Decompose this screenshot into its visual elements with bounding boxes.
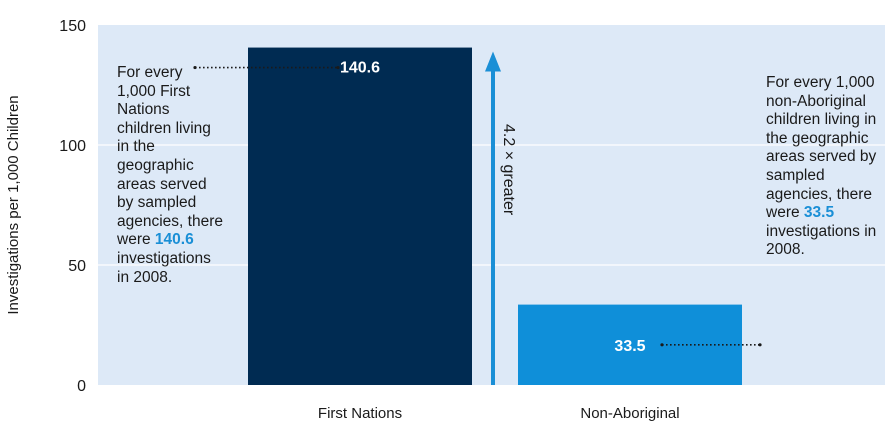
y-axis-label: Investigations per 1,000 Children [5,95,22,314]
bar-first-nations [248,47,472,386]
x-tick-labels: First Nations Non-Aboriginal [318,405,680,422]
left-annotation-text-after: investigations in 2008. [117,249,211,286]
y-tick-label-50: 50 [68,258,86,275]
right-annotation-highlight: 33.5 [803,204,835,222]
ratio-arrow-head [485,51,501,72]
leader-dot-non-aboriginal-end [758,343,762,347]
leader-dot-first-nations [193,65,197,70]
leader-dot-first-nations-end [336,65,340,70]
data-label-first-nations: 140.6 [340,60,380,77]
left-annotation: For every 1,000 First Nations children l… [117,64,225,287]
bar-non-aboriginal [518,304,742,385]
y-tick-labels: 0 50 100 150 [59,18,86,395]
leader-lines [193,65,762,347]
leader-dot-non-aboriginal [660,343,664,347]
right-annotation-text-before: For every 1,000 non-Aboriginal children … [766,74,877,222]
right-annotation: For every 1,000 non-Aboriginal children … [766,74,884,260]
left-annotation-highlight: 140.6 [154,231,194,249]
ratio-arrow [485,51,501,385]
x-tick-label-first-nations: First Nations [318,405,402,422]
right-annotation-text-after: investigations in 2008. [766,222,877,259]
ratio-label: 4.2 × greater [500,124,517,216]
y-tick-label-100: 100 [59,138,86,155]
data-labels: 140.6 33.5 [340,60,646,355]
bars [248,47,742,386]
y-tick-label-150: 150 [59,18,86,35]
left-annotation-text-before: For every 1,000 First Nations children l… [117,64,223,249]
y-tick-label-0: 0 [77,378,86,395]
x-tick-label-non-aboriginal: Non-Aboriginal [580,405,679,422]
data-label-non-aboriginal: 33.5 [614,338,645,355]
